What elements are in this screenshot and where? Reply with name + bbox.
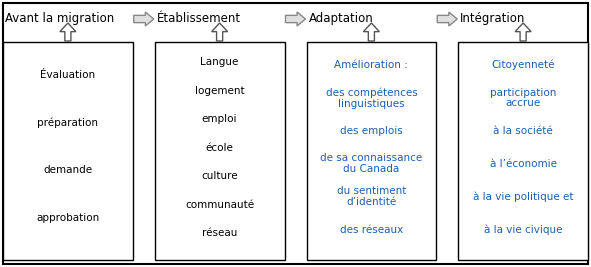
Polygon shape [515,23,531,41]
Text: Évaluation: Évaluation [40,70,95,80]
Text: de sa connaissance
du Canada: de sa connaissance du Canada [320,154,423,174]
Text: emploi: emploi [202,114,238,124]
Bar [155,42,284,260]
Polygon shape [60,23,76,41]
Polygon shape [134,12,154,26]
Text: communauté: communauté [185,200,254,210]
Text: réseau: réseau [202,228,238,238]
Bar [307,42,436,260]
Text: à la vie civique: à la vie civique [484,224,563,235]
Text: des emplois: des emplois [340,126,402,136]
Text: école: école [206,143,233,152]
Bar [458,42,588,260]
Text: du sentiment
d’identité: du sentiment d’identité [337,186,406,207]
Text: à la vie politique et: à la vie politique et [473,191,573,202]
Text: des réseaux: des réseaux [340,225,403,235]
Bar [3,42,133,260]
Text: à l’économie: à l’économie [489,159,557,169]
Text: Adaptation: Adaptation [309,12,374,25]
Text: Intégration: Intégration [460,12,525,25]
Text: approbation: approbation [36,213,99,223]
Text: préparation: préparation [37,117,98,128]
Text: des compétences
linguistiques: des compétences linguistiques [326,87,417,109]
Text: Langue: Langue [200,57,239,67]
Text: Établissement: Établissement [157,12,241,25]
Text: Amélioration :: Amélioration : [335,60,408,70]
Text: Avant la migration: Avant la migration [5,12,114,25]
Polygon shape [285,12,306,26]
Text: participation
accrue: participation accrue [490,88,556,108]
Text: culture: culture [202,171,238,181]
Text: demande: demande [43,165,92,175]
Text: Citoyenneté: Citoyenneté [491,60,555,70]
Polygon shape [363,23,379,41]
Text: à la société: à la société [493,126,553,136]
Polygon shape [212,23,228,41]
Text: logement: logement [195,85,245,96]
Polygon shape [437,12,457,26]
